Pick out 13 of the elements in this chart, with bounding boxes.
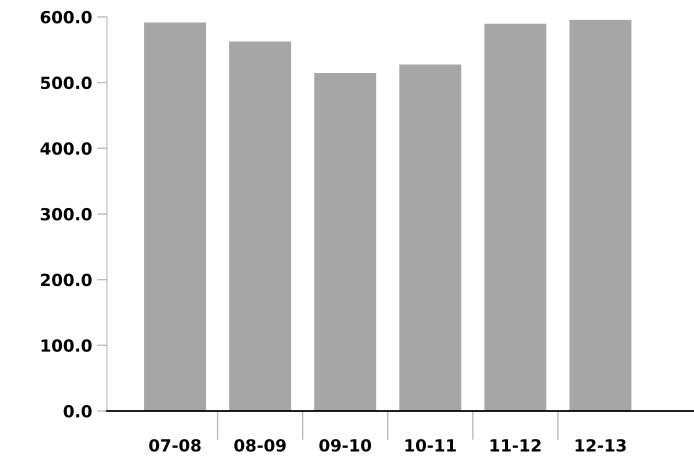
x-tick-label: 08-09 — [234, 439, 286, 452]
y-tick-label: 300.0 — [40, 208, 92, 221]
y-tick-label: 600.0 — [40, 10, 92, 24]
y-tick-label: 100.0 — [42, 339, 92, 352]
y-tick-label: 400.0 — [40, 142, 92, 155]
x-tick-label: 07-08 — [149, 439, 201, 452]
y-tick-label: 500.0 — [40, 76, 92, 90]
x-tick-label: 09-10 — [319, 439, 372, 452]
y-tick-label: 0.0 — [64, 404, 92, 418]
x-tick-label: 12-13 — [576, 439, 626, 452]
x-tick-label: 10-11 — [406, 439, 456, 452]
x-tick-label: 11-12 — [490, 439, 541, 452]
y-tick-label: 200.0 — [41, 274, 92, 286]
